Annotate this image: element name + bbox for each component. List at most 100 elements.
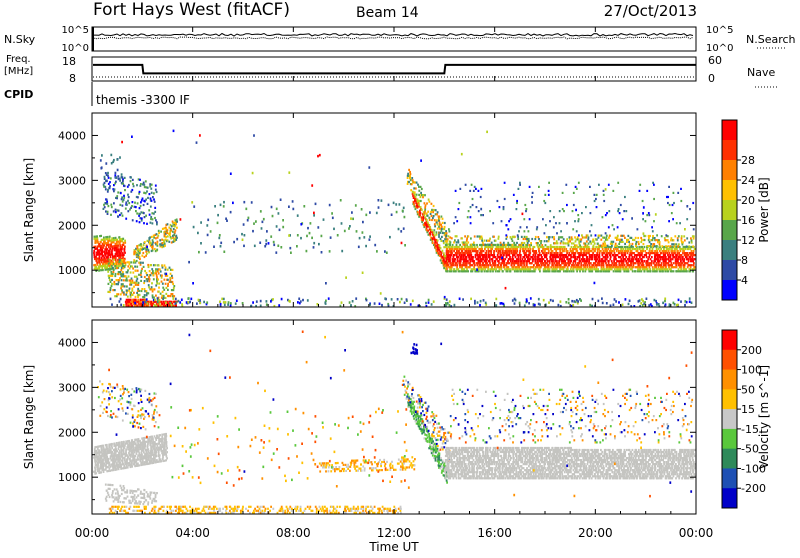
range-gate-cell (534, 304, 536, 307)
range-gate-cell (649, 262, 651, 264)
range-gate-cell (667, 239, 669, 241)
range-gate-cell (113, 271, 115, 273)
range-gate-cell (167, 283, 169, 285)
range-gate-cell (144, 241, 146, 243)
range-gate-cell (148, 209, 150, 211)
range-gate-cell (515, 250, 517, 252)
range-gate-cell (649, 248, 651, 250)
range-gate-cell (449, 246, 451, 248)
y-tick-label: 3000 (58, 174, 86, 187)
range-gate-cell (663, 252, 665, 254)
range-gate-cell (659, 241, 661, 243)
range-gate-cell (650, 264, 652, 266)
range-gate-cell (585, 236, 587, 238)
range-gate-cell (136, 278, 138, 280)
range-gate-cell (613, 304, 615, 307)
range-gate-cell (306, 250, 308, 253)
range-gate-cell (413, 195, 415, 197)
range-gate-cell (641, 252, 643, 254)
range-gate-cell (119, 180, 121, 182)
range-gate-cell (648, 270, 650, 272)
nave-right-tick-top: 60 (708, 54, 722, 67)
range-gate-cell (276, 225, 278, 228)
range-gate-cell (603, 194, 605, 196)
range-gate-cell (618, 250, 620, 252)
range-gate-cell (546, 236, 548, 238)
range-gate-cell (506, 262, 508, 264)
range-gate-cell (526, 240, 528, 242)
range-gate-cell (661, 268, 663, 270)
range-gate-cell (110, 177, 112, 179)
range-gate-cell (100, 167, 102, 170)
range-gate-cell (206, 224, 208, 227)
range-gate-cell (606, 252, 608, 254)
range-gate-cell (132, 183, 134, 185)
range-gate-cell (563, 238, 565, 240)
range-gate-cell (153, 198, 155, 200)
range-gate-cell (109, 496, 111, 498)
range-gate-cell (151, 200, 153, 202)
range-gate-cell (131, 265, 133, 267)
range-gate-cell (146, 274, 148, 276)
range-gate-cell (122, 275, 124, 277)
range-gate-cell (470, 252, 472, 254)
range-gate-cell (114, 255, 116, 257)
range-gate-cell (158, 440, 160, 442)
range-gate-cell (150, 242, 152, 244)
range-gate-cell (109, 470, 111, 472)
range-gate-cell (516, 248, 518, 250)
range-gate-cell (120, 304, 122, 307)
range-gate-cell (487, 266, 489, 268)
range-gate-cell (136, 260, 138, 262)
range-gate-cell (617, 226, 619, 228)
range-gate-cell (620, 270, 622, 272)
range-gate-cell (456, 241, 458, 243)
range-gate-cell (504, 258, 506, 260)
range-gate-cell (574, 254, 576, 256)
range-gate-cell (454, 248, 456, 250)
range-gate-cell (528, 256, 530, 258)
range-gate-cell (559, 250, 561, 252)
range-gate-cell (446, 248, 448, 250)
range-gate-cell (452, 260, 454, 262)
range-gate-cell (147, 187, 149, 189)
range-gate-cell (582, 260, 584, 262)
range-gate-cell (133, 443, 135, 445)
range-gate-cell (655, 264, 657, 266)
range-gate-cell (409, 171, 411, 173)
range-gate-cell (514, 270, 516, 272)
range-gate-cell (459, 188, 461, 190)
range-gate-cell (434, 223, 436, 225)
range-gate-cell (588, 243, 590, 245)
range-gate-cell (612, 241, 614, 243)
range-gate-cell (615, 258, 617, 260)
range-gate-cell (644, 270, 646, 272)
range-gate-cell (449, 236, 451, 238)
range-gate-cell (609, 264, 611, 266)
range-gate-cell (262, 221, 264, 224)
range-gate-cell (153, 192, 155, 194)
range-gate-cell (544, 260, 546, 262)
range-gate-cell (594, 200, 596, 202)
range-gate-cell (351, 211, 353, 214)
range-gate-cell (121, 176, 123, 179)
range-gate-cell (114, 174, 116, 176)
range-gate-cell (566, 204, 568, 206)
range-gate-cell (115, 257, 117, 259)
range-gate-cell (463, 264, 465, 266)
range-gate-cell (650, 270, 652, 272)
range-gate-cell (292, 200, 294, 203)
range-gate-cell (603, 264, 605, 266)
range-gate-cell (659, 260, 661, 262)
range-gate-cell (605, 256, 607, 258)
range-gate-cell (632, 260, 634, 262)
range-gate-cell (497, 244, 499, 246)
range-gate-cell (176, 221, 178, 223)
range-gate-cell (686, 245, 688, 247)
range-gate-cell (378, 199, 380, 202)
range-gate-cell (524, 230, 526, 232)
range-gate-cell (439, 232, 441, 234)
range-gate-cell (458, 252, 460, 254)
range-gate-cell (313, 246, 315, 249)
range-gate-cell (591, 254, 593, 256)
